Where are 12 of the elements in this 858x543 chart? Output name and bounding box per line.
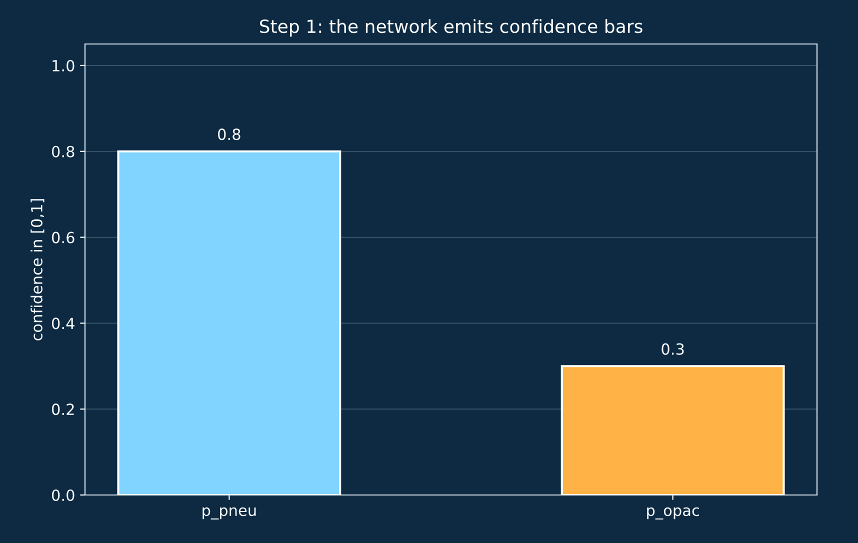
y-tick-label: 0.8 [52,146,74,158]
x-tick-label: p_opac [647,507,699,520]
y-axis-title: confidence in [0,1] [30,199,44,340]
x-tick-label: p_pneu [202,507,256,520]
chart-title: Step 1: the network emits confidence bars [260,19,642,37]
y-tick-label: 0.4 [52,318,74,330]
y-tick-label: 0.0 [52,489,74,502]
data-label: 0.8 [218,128,240,140]
y-tick-label: 0.6 [52,232,74,244]
y-tick-label: 1.0 [52,60,74,72]
y-tick-label: 0.2 [52,404,74,416]
data-label: 0.3 [662,343,684,355]
